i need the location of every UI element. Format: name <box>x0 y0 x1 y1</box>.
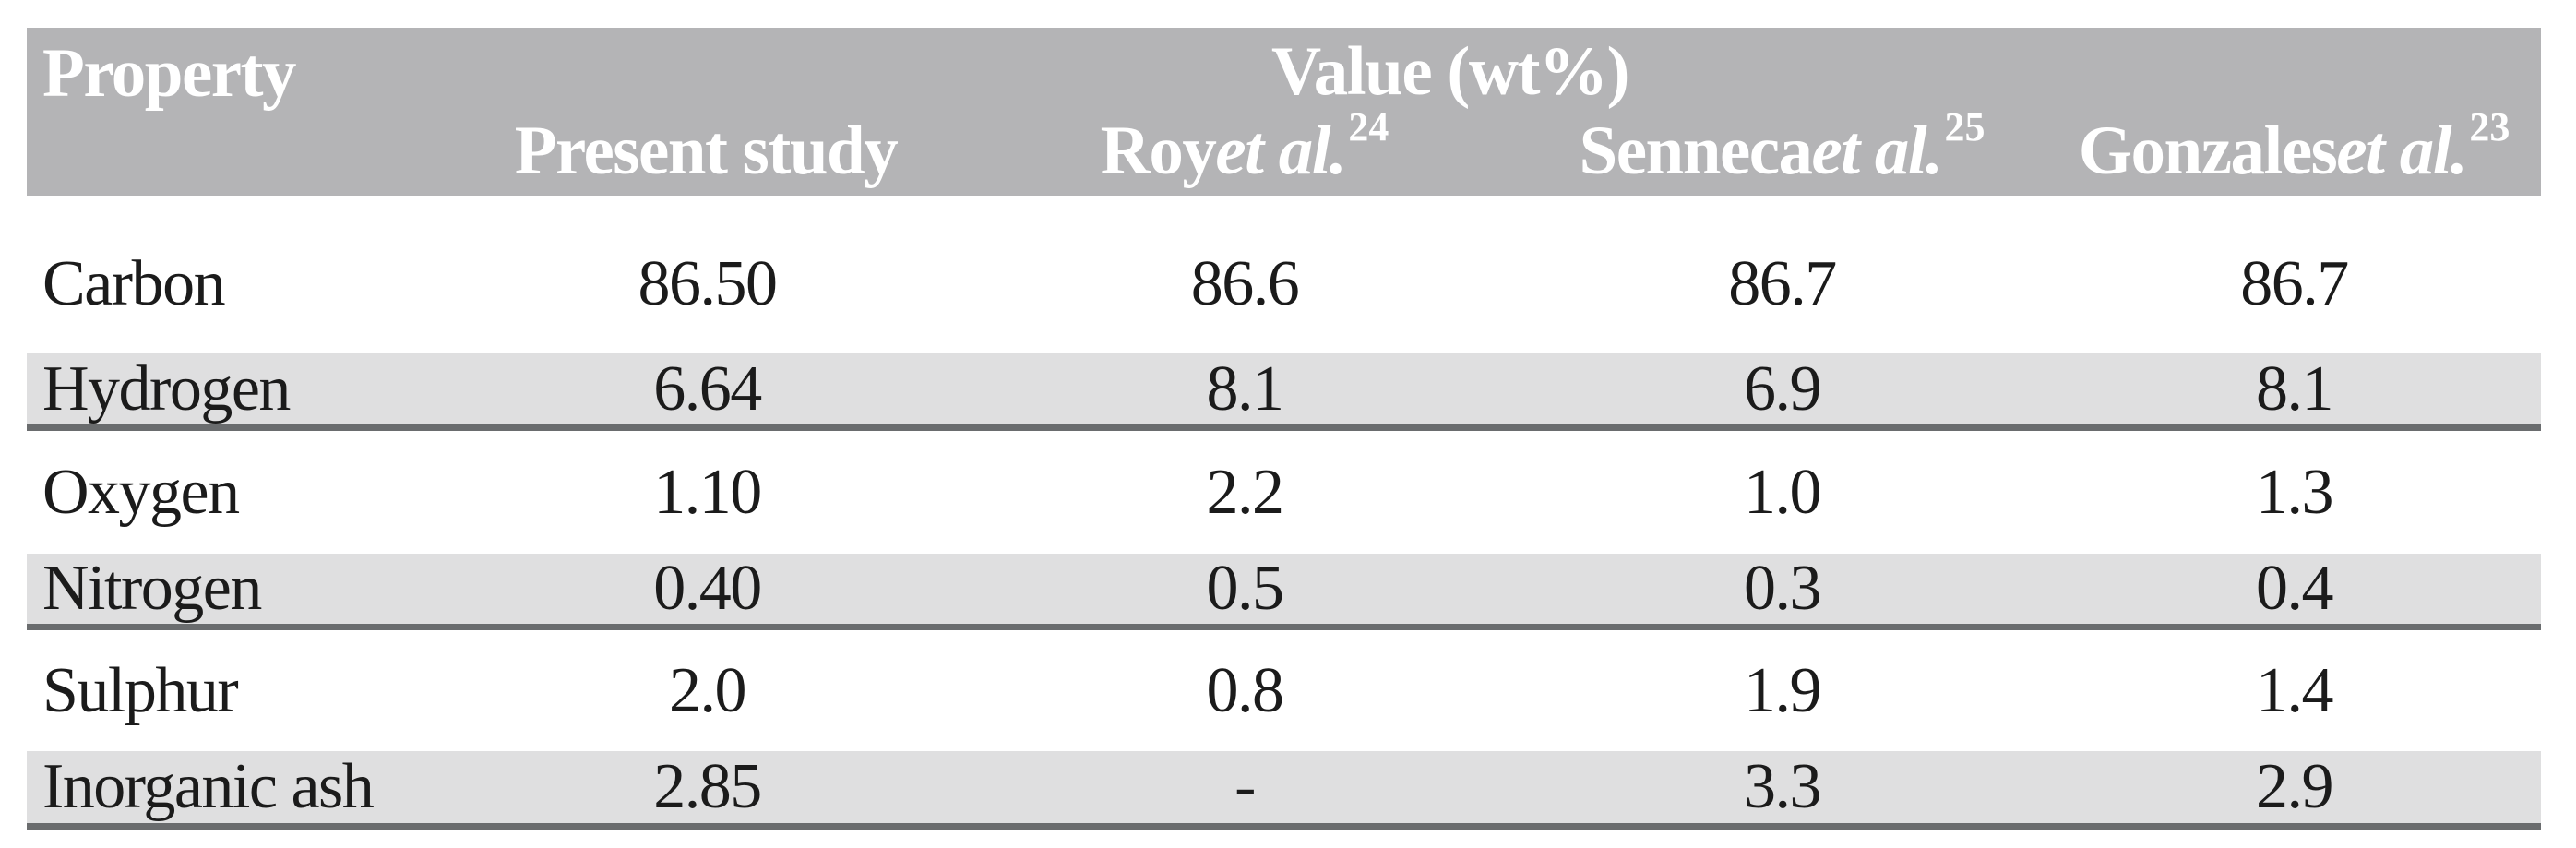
property-cell: Carbon <box>42 247 226 319</box>
value-cell: 0.5 <box>1206 553 1285 624</box>
value-cell: 1.3 <box>2256 456 2334 528</box>
column-header-label: Present study <box>514 113 899 189</box>
header-columns-row: Present study Roy et al. 24 Senneca et al… <box>27 106 2541 196</box>
table-row-oxygen: Oxygen 1.10 2.2 1.0 1.3 <box>27 431 2541 554</box>
property-cell: Sulphur <box>42 654 239 726</box>
header-group-row: Property Value (wt%) <box>27 28 2541 115</box>
value-cell: 2.2 <box>1206 456 1285 528</box>
property-cell: Nitrogen <box>42 553 262 624</box>
column-header-etal: et al. <box>2336 113 2467 189</box>
value-cell: 3.3 <box>1744 751 1822 822</box>
column-header-etal: et al. <box>1215 113 1346 189</box>
table-row-sulphur: Sulphur 2.0 0.8 1.9 1.4 <box>27 630 2541 751</box>
column-header-reference-number: 24 <box>1348 103 1389 149</box>
value-cell: 1.10 <box>653 456 762 528</box>
value-cell: 86.50 <box>638 247 779 319</box>
value-cell: - <box>1234 751 1256 822</box>
table-row-carbon: Carbon 86.50 86.6 86.7 86.7 <box>27 196 2541 353</box>
column-header-reference-number: 23 <box>2469 103 2510 149</box>
column-header-roy: Roy et al. 24 <box>972 106 1517 191</box>
table-row-inorganic-ash: Inorganic ash 2.85 - 3.3 2.9 <box>27 751 2541 830</box>
column-header-gonzales: Gonzales et al. 23 <box>2047 106 2541 191</box>
column-header-label: Senneca <box>1579 113 1814 189</box>
property-column-header: Property <box>42 35 297 112</box>
header-spacer-cell <box>27 111 442 191</box>
value-cell: 8.1 <box>2256 352 2334 424</box>
property-cell: Inorganic ash <box>42 751 375 822</box>
property-cell: Oxygen <box>42 456 240 528</box>
column-header-etal: et al. <box>1811 113 1943 189</box>
table-header: Property Value (wt%) Present study Roy e… <box>27 28 2541 196</box>
value-cell: 86.6 <box>1190 247 1300 319</box>
value-cell: 1.0 <box>1744 456 1822 528</box>
column-header-label: Gonzales <box>2078 113 2338 189</box>
value-cell: 2.0 <box>669 654 747 726</box>
value-cell: 6.64 <box>653 352 762 424</box>
value-cell: 0.3 <box>1744 553 1822 624</box>
column-header-senneca: Senneca et al. 25 <box>1517 106 2047 191</box>
column-header-reference-number: 25 <box>1944 103 1986 149</box>
property-cell: Hydrogen <box>42 352 291 424</box>
value-cell: 2.85 <box>653 751 762 822</box>
value-cell: 1.4 <box>2256 654 2334 726</box>
value-cell: 86.7 <box>1728 247 1837 319</box>
value-cell: 6.9 <box>1744 352 1822 424</box>
value-cell: 0.40 <box>653 553 762 624</box>
value-cell: 2.9 <box>2256 751 2334 822</box>
value-group-header: Value (wt%) <box>1271 33 1629 110</box>
value-cell: 0.4 <box>2256 553 2334 624</box>
table-row-hydrogen: Hydrogen 6.64 8.1 6.9 8.1 <box>27 353 2541 431</box>
value-cell: 86.7 <box>2240 247 2349 319</box>
column-header-present-study: Present study <box>442 111 972 191</box>
table-row-nitrogen: Nitrogen 0.40 0.5 0.3 0.4 <box>27 554 2541 630</box>
value-cell: 8.1 <box>1206 352 1285 424</box>
properties-table: Property Value (wt%) Present study Roy e… <box>27 28 2541 830</box>
value-cell: 1.9 <box>1744 654 1822 726</box>
value-cell: 0.8 <box>1206 654 1285 726</box>
column-header-label: Roy <box>1100 113 1217 189</box>
